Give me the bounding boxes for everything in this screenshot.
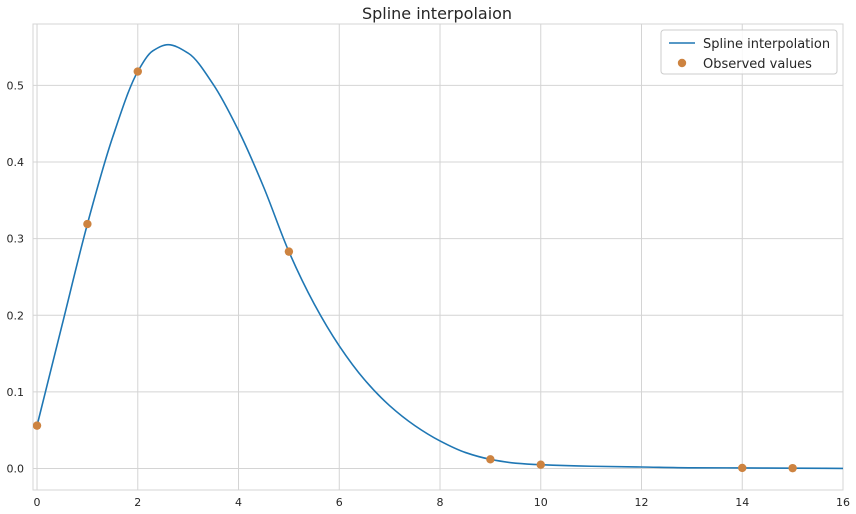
y-tick-label: 0.2 [7, 309, 25, 322]
plot-background-layer [33, 24, 843, 490]
x-tick-label: 2 [134, 496, 141, 509]
x-tick-label: 12 [635, 496, 649, 509]
x-tick-label: 0 [34, 496, 41, 509]
spline-interpolation-line [36, 43, 843, 470]
legend-marker-swatch [677, 58, 687, 68]
observed-point [133, 67, 142, 76]
x-tick-label: 16 [836, 496, 850, 509]
observed-point [83, 219, 92, 229]
series-layer [33, 43, 843, 473]
chart-title: Spline interpolaion [362, 4, 512, 23]
tick-labels-layer: 0 2 4 6 8 10 12 14 16 0.0 0.1 0.2 0.3 0.4 0.5 [7, 79, 851, 509]
x-tick-label: 14 [735, 496, 749, 509]
legend-label: Observed values [703, 57, 812, 72]
observed-point [738, 463, 747, 473]
x-tick-label: 6 [336, 496, 343, 509]
observed-point [33, 421, 42, 430]
y-tick-label: 0.4 [7, 156, 25, 169]
observed-point [486, 455, 495, 464]
observed-point [284, 247, 294, 256]
y-tick-label: 0.3 [7, 233, 25, 246]
legend: Spline interpolation Observed values [660, 29, 838, 75]
observed-point [536, 460, 545, 469]
y-tick-label: 0.0 [7, 463, 25, 476]
x-tick-label: 4 [235, 496, 242, 509]
observed-point [788, 463, 797, 473]
y-tick-label: 0.5 [7, 79, 25, 92]
y-tick-label: 0.1 [7, 386, 25, 399]
x-tick-label: 10 [534, 496, 548, 509]
legend-label: Spline interpolation [703, 37, 830, 52]
x-tick-label: 8 [437, 496, 444, 509]
plot-frame [32, 23, 844, 491]
legend-box [660, 29, 838, 75]
plot-area [33, 24, 843, 490]
clipped-series [33, 43, 843, 473]
